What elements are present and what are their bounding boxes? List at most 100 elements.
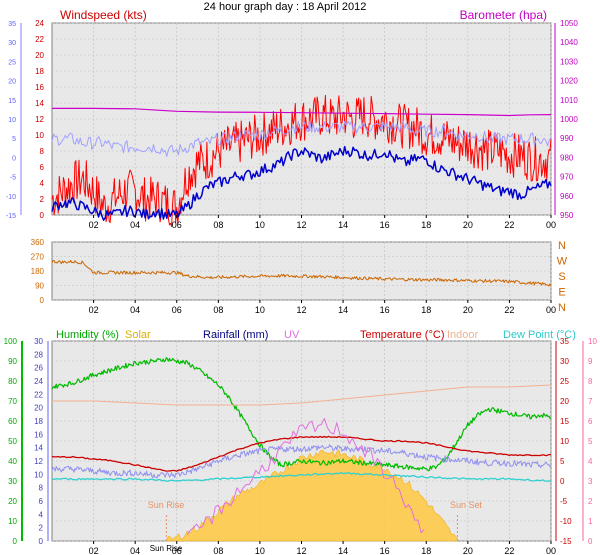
x-tick-label: 08	[213, 546, 223, 555]
windspeed-tick-label: 20	[35, 51, 44, 60]
temp-tick-label: 5	[560, 457, 565, 466]
barometer-tick-label: 980	[560, 153, 574, 162]
barometer-axis-title: Barometer (hpa)	[460, 8, 547, 22]
far-left-tick-label: 35	[8, 21, 16, 28]
x-tick-label: 02	[89, 305, 99, 315]
temp-tick-label: 30	[560, 357, 569, 366]
windspeed-tick-label: 6	[40, 163, 45, 172]
far-left-tick-label: 5	[12, 136, 16, 143]
humidity-tick-label: 90	[8, 357, 17, 366]
uv-tick-label: 7	[588, 397, 593, 406]
x-tick-label: 20	[463, 546, 473, 555]
x-tick-label: 10	[255, 305, 265, 315]
x-tick-label: 04	[130, 546, 140, 555]
sun-set-label: Sun Set	[450, 500, 483, 510]
humidity-tick-label: 60	[8, 417, 17, 426]
windspeed-tick-label: 12	[35, 115, 44, 124]
rain-tick-label: 20	[34, 404, 43, 413]
dewpoint-line	[51, 471, 552, 483]
chart-title: 24 hour graph day : 18 April 2012	[204, 1, 367, 13]
temp-tick-label: 25	[560, 377, 569, 386]
temp-tick-label: 0	[560, 477, 565, 486]
barometer-line	[52, 107, 552, 117]
barometer-tick-label: 1040	[560, 38, 578, 47]
uv-tick-label: 1	[588, 517, 593, 526]
humidity-tick-label: 20	[8, 497, 17, 506]
far-left-tick-label: 25	[8, 59, 16, 66]
apparent-temp-line	[51, 444, 552, 479]
humidity-tick-label: 100	[4, 337, 18, 346]
x-tick-label: 22	[504, 305, 514, 315]
rain-tick-label: 6	[39, 497, 44, 506]
x-tick-label: 02	[89, 546, 99, 555]
x-tick-label: 00	[546, 220, 556, 230]
far-left-tick-label: -10	[6, 194, 16, 201]
barometer-tick-label: 1030	[560, 57, 578, 66]
windspeed-tick-label: 0	[40, 211, 45, 220]
uv-line	[186, 418, 425, 535]
uv-tick-label: 0	[588, 537, 593, 546]
x-tick-label: 12	[296, 220, 306, 230]
windspeed-tick-label: 22	[35, 35, 44, 44]
temperature-legend: Temperature (°C)	[360, 329, 444, 341]
windspeed-tick-label: 18	[35, 67, 44, 76]
barometer-tick-label: 1050	[560, 19, 578, 28]
x-tick-label: 10	[255, 220, 265, 230]
rain-tick-label: 18	[34, 417, 43, 426]
x-tick-label: 06	[172, 305, 182, 315]
compass-label: S	[558, 271, 565, 283]
compass-label: E	[558, 287, 565, 299]
x-tick-label: 08	[213, 305, 223, 315]
humidity-line	[51, 357, 552, 472]
x-tick-label: 14	[338, 546, 348, 555]
x-tick-label: 12	[296, 546, 306, 555]
x-tick-label: 22	[504, 220, 514, 230]
uv-tick-label: 6	[588, 417, 593, 426]
x-tick-label: 16	[380, 305, 390, 315]
temp-tick-label: 10	[560, 437, 569, 446]
x-tick-label: 20	[463, 305, 473, 315]
x-tick-label: 06	[172, 220, 182, 230]
barometer-tick-label: 1010	[560, 96, 578, 105]
barometer-tick-label: 970	[560, 173, 574, 182]
rain-tick-label: 8	[39, 484, 44, 493]
humidity-tick-label: 10	[8, 517, 17, 526]
far-left-tick-label: 30	[8, 40, 16, 47]
barometer-tick-label: 1000	[560, 115, 578, 124]
x-tick-label: 04	[130, 305, 140, 315]
rain-tick-label: 10	[34, 470, 43, 479]
rain-tick-label: 22	[34, 390, 43, 399]
x-tick-label: 18	[421, 546, 431, 555]
rain-tick-label: 24	[34, 377, 43, 386]
sun-rise-label: Sun Rise	[148, 500, 185, 510]
far-left-tick-label: -15	[6, 213, 16, 220]
rain-tick-label: 4	[39, 510, 44, 519]
indoor-legend: Indoor	[447, 329, 479, 341]
rain-tick-label: 12	[34, 457, 43, 466]
x-tick-label: 14	[338, 305, 348, 315]
rain-tick-label: 28	[34, 350, 43, 359]
humidity-tick-label: 30	[8, 477, 17, 486]
indoor-temp-line	[52, 384, 552, 406]
sun-rise-tick-label: Sun Rise	[150, 544, 183, 553]
windspeed-axis-title: Windspeed (kts)	[60, 8, 147, 22]
wind-direction-line	[51, 259, 552, 287]
windspeed-line	[51, 94, 552, 227]
compass-label: N	[558, 240, 566, 252]
x-tick-label: 04	[130, 220, 140, 230]
rain-tick-label: 26	[34, 364, 43, 373]
windspeed-tick-label: 2	[40, 195, 45, 204]
x-tick-label: 18	[421, 220, 431, 230]
x-tick-label: 06	[172, 546, 182, 555]
direction-tick-label: 360	[31, 238, 45, 247]
direction-tick-label: 270	[31, 253, 45, 262]
x-tick-label: 16	[380, 220, 390, 230]
x-tick-label: 08	[213, 220, 223, 230]
barometer-tick-label: 950	[560, 211, 574, 220]
uv-tick-label: 8	[588, 377, 593, 386]
x-tick-label: 14	[338, 220, 348, 230]
uv-tick-label: 5	[588, 437, 593, 446]
uv-tick-label: 3	[588, 477, 593, 486]
windspeed-tick-label: 14	[35, 99, 44, 108]
